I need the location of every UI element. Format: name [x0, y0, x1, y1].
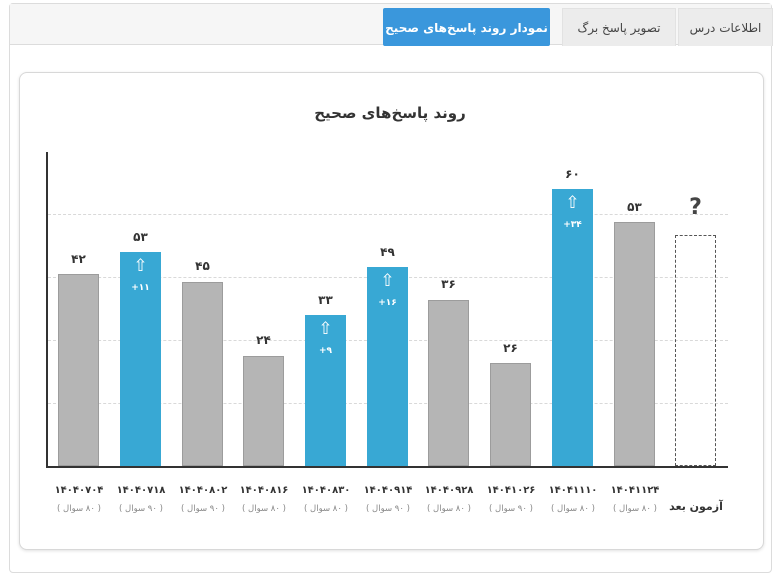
x-label-questions: ( ۹۰ سوال ) [366, 504, 410, 514]
bar [490, 363, 531, 466]
x-label-questions: ( ۹۰ سوال ) [489, 504, 533, 514]
bar-value: ۲۶ [503, 341, 518, 355]
x-axis [46, 466, 728, 468]
bar-value: ۳۳ [318, 293, 333, 307]
x-label-questions: ( ۸۰ سوال ) [57, 504, 101, 514]
bar [614, 222, 655, 466]
bar-delta: +۱۶ [378, 298, 397, 308]
up-arrow-icon: ⇧ [380, 271, 395, 291]
x-label-questions: ( ۸۰ سوال ) [242, 504, 286, 514]
bar-value: ۵۳ [133, 230, 148, 244]
chart-title: روند پاسخ‌های صحیح [314, 104, 466, 122]
next-exam-placeholder-bar [675, 235, 716, 466]
tab-bar: اطلاعات درس تصویر پاسخ برگ نمودار روند پ… [10, 4, 773, 46]
bar-improved: ⇧ +۳۴ [552, 189, 593, 466]
bar-delta: +۹ [318, 346, 333, 356]
bar-value: ۶۰ [565, 167, 580, 181]
bar [58, 274, 99, 466]
tab-course-info[interactable]: اطلاعات درس [678, 8, 773, 46]
x-label-date: ۱۴۰۴۰۹۲۸ [424, 485, 474, 496]
bar-delta: +۳۴ [563, 220, 582, 230]
bar-value: ۴۹ [380, 245, 395, 259]
x-label-questions: ( ۹۰ سوال ) [181, 504, 225, 514]
bar-delta: +۱۱ [131, 283, 150, 293]
bar [428, 300, 469, 466]
bar-value: ۳۶ [441, 277, 456, 291]
up-arrow-icon: ⇧ [318, 319, 333, 339]
x-label-next-exam: آزمون بعد [669, 500, 723, 513]
bar-value: ۵۳ [627, 200, 642, 214]
bar-value: ۴۵ [195, 259, 210, 273]
next-exam-question-mark: ? [689, 195, 702, 220]
x-label-date: ۱۴۰۴۰۷۱۸ [116, 485, 166, 496]
x-label-date: ۱۴۰۴۱۰۲۶ [486, 485, 536, 496]
x-label-date: ۱۴۰۴۰۸۰۲ [178, 485, 228, 496]
bar-improved: ⇧ +۱۶ [367, 267, 408, 466]
tab-answer-sheet-image[interactable]: تصویر پاسخ برگ [562, 8, 676, 46]
up-arrow-icon: ⇧ [565, 193, 580, 213]
up-arrow-icon: ⇧ [133, 256, 148, 276]
bar-value: ۲۴ [256, 333, 271, 347]
x-label-date: ۱۴۰۴۰۷۰۴ [54, 485, 104, 496]
x-label-questions: ( ۸۰ سوال ) [427, 504, 471, 514]
bar-improved: ⇧ +۱۱ [120, 252, 161, 466]
x-label-date: ۱۴۰۴۰۹۱۴ [363, 485, 413, 496]
x-label-date: ۱۴۰۴۰۸۱۶ [239, 485, 289, 496]
x-label-questions: ( ۹۰ سوال ) [119, 504, 163, 514]
x-label-date: ۱۴۰۴۱۱۱۰ [548, 485, 598, 496]
x-label-date: ۱۴۰۴۱۱۲۴ [610, 485, 660, 496]
x-label-date: ۱۴۰۴۰۸۳۰ [301, 485, 351, 496]
x-label-questions: ( ۸۰ سوال ) [304, 504, 348, 514]
bar-value: ۴۲ [71, 252, 86, 266]
bar [182, 282, 223, 466]
gridline [48, 214, 728, 215]
bar-improved: ⇧ +۹ [305, 315, 346, 466]
y-axis [46, 152, 48, 467]
x-label-questions: ( ۸۰ سوال ) [551, 504, 595, 514]
x-label-questions: ( ۸۰ سوال ) [613, 504, 657, 514]
tab-correct-answers-chart[interactable]: نمودار روند پاسخ‌های صحیح [383, 8, 550, 46]
bar [243, 356, 284, 466]
